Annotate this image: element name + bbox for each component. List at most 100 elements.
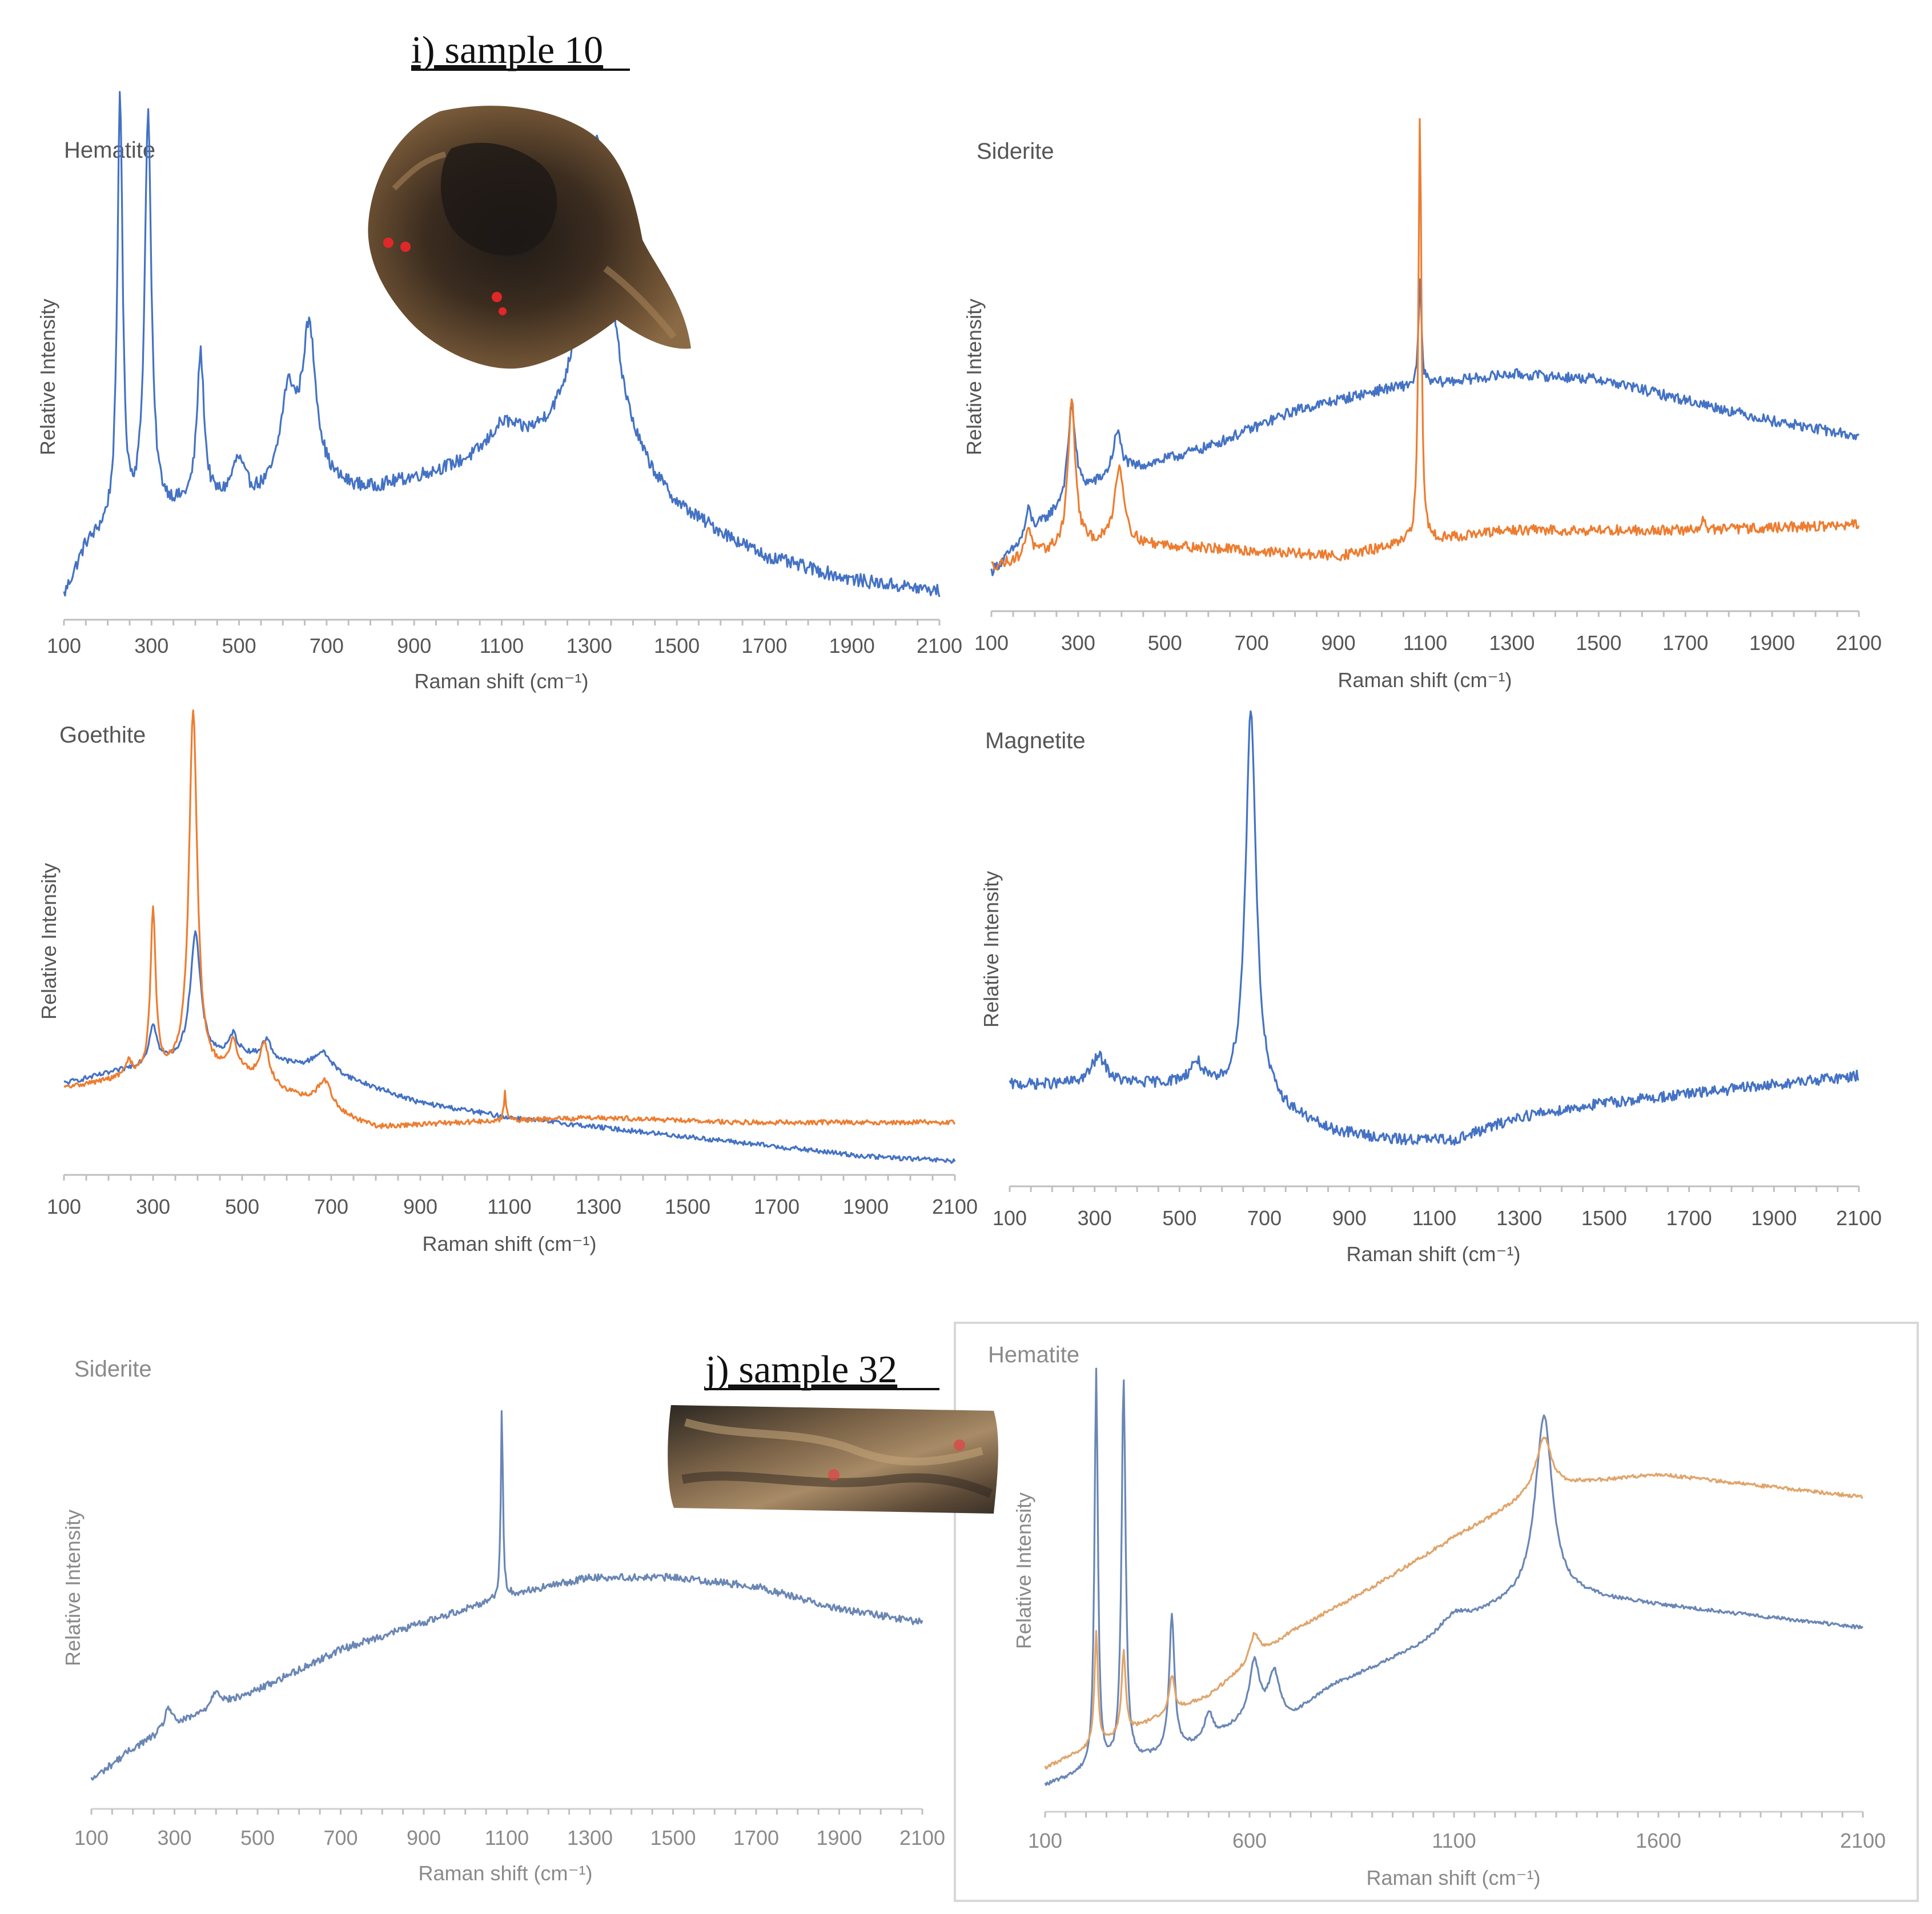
x-tick-label: 300 — [1078, 1206, 1112, 1230]
chart-title: Hematite — [988, 1342, 1079, 1367]
y-axis-label: Relative Intensity — [962, 299, 986, 455]
chart-siderite-sample32: Siderite Relative Intensity 100 300 500 700… — [61, 1357, 945, 1885]
series-line-2 — [991, 118, 1860, 571]
x-axis-label: Raman shift (cm⁻¹) — [422, 1232, 596, 1255]
y-axis-label: Relative Intensity — [61, 1510, 85, 1666]
x-tick-label: 1100 — [480, 634, 524, 657]
x-tick-label: 1600 — [1636, 1829, 1681, 1852]
x-axis-label: Raman shift (cm⁻¹) — [414, 669, 588, 693]
plot-area — [1009, 710, 1859, 1146]
x-tick-label: 100 — [74, 1826, 109, 1849]
x-tick-label: 300 — [136, 1195, 170, 1218]
x-tick-label: 1900 — [816, 1826, 862, 1849]
x-tick-label: 500 — [225, 1195, 259, 1218]
chart-title: Goethite — [59, 723, 146, 748]
x-tick-label: 900 — [1332, 1206, 1367, 1230]
x-axis-label: Raman shift (cm⁻¹) — [1346, 1242, 1520, 1266]
chart-magnetite: Magnetite Relative Intensity 100 300 500 70… — [979, 710, 1882, 1266]
x-tick-label: 2100 — [1840, 1829, 1886, 1852]
x-tick-labels: 100 300 500 700 900 1100 1300 1500 1700 1900 2100 — [47, 1195, 978, 1218]
series-line-1 — [63, 91, 941, 597]
x-tick-label: 900 — [1322, 631, 1356, 655]
x-tick-label: 1900 — [1751, 1206, 1797, 1230]
plot-area — [1044, 1367, 1863, 1786]
x-axis-label: Raman shift (cm⁻¹) — [1366, 1866, 1540, 1889]
x-tick-label: 100 — [993, 1206, 1027, 1230]
x-tick-label: 700 — [1247, 1206, 1282, 1230]
chart-siderite-sample10: Siderite Relative Intensity 100 300 500 700… — [962, 118, 1882, 692]
x-tick-label: 600 — [1232, 1829, 1267, 1852]
series-line-1 — [990, 278, 1860, 576]
x-tick-label: 500 — [1162, 1206, 1196, 1230]
x-tick-label: 1700 — [733, 1826, 779, 1849]
chart-title: Siderite — [74, 1357, 152, 1382]
x-tick-label: 700 — [310, 634, 344, 657]
plot-area — [990, 118, 1860, 576]
chart-title: Magnetite — [985, 728, 1086, 753]
x-tick-label: 1500 — [650, 1826, 696, 1849]
chart-title: Siderite — [977, 139, 1054, 164]
x-tick-label: 300 — [1061, 631, 1095, 655]
x-tick-label: 500 — [240, 1826, 275, 1849]
y-axis-label: Relative Intensity — [1012, 1492, 1035, 1649]
y-axis-label: Relative Intensity — [36, 299, 59, 455]
x-tick-label: 100 — [974, 631, 1009, 655]
x-tick-label: 1100 — [1412, 1206, 1456, 1230]
x-tick-label: 1300 — [567, 1826, 613, 1849]
series-line-2 — [63, 709, 956, 1129]
chart-frame — [954, 1322, 1919, 1902]
series-line-1 — [63, 930, 956, 1164]
y-axis-label: Relative Intensity — [979, 871, 1003, 1028]
x-tick-labels: 100 300 500 700 900 1100 1300 1500 1700 1900 2100 — [74, 1826, 945, 1849]
x-tick-label: 1700 — [754, 1195, 800, 1218]
x-tick-label: 1100 — [1403, 631, 1447, 655]
x-tick-label: 2100 — [1836, 631, 1882, 655]
x-tick-label: 1700 — [1666, 1206, 1712, 1230]
x-tick-label: 1500 — [1581, 1206, 1627, 1230]
x-tick-label: 300 — [134, 634, 168, 657]
x-tick-label: 1100 — [485, 1826, 529, 1849]
x-tick-label: 1500 — [665, 1195, 710, 1218]
x-tick-label: 300 — [157, 1826, 191, 1849]
x-ticks — [90, 1809, 923, 1815]
x-tick-label: 1900 — [843, 1195, 889, 1218]
x-tick-labels: 100 300 500 700 900 1100 1300 1500 1700 1900 2100 — [47, 634, 962, 657]
x-tick-labels: 100 300 500 700 900 1100 1300 1500 1700 1900 2100 — [974, 631, 1882, 655]
x-tick-label: 700 — [323, 1826, 358, 1849]
plot-area — [63, 709, 956, 1164]
x-tick-label: 2100 — [917, 634, 962, 657]
series-line-1 — [1009, 710, 1859, 1146]
series-line-1 — [90, 1410, 923, 1781]
x-tick-label: 700 — [1235, 631, 1269, 655]
x-tick-label: 900 — [407, 1826, 441, 1849]
x-tick-label: 2100 — [1836, 1206, 1882, 1230]
rock-sample-photo-i — [368, 106, 691, 369]
x-tick-label: 1700 — [741, 634, 787, 657]
x-tick-label: 900 — [403, 1195, 437, 1218]
series-line-1 — [1044, 1367, 1863, 1786]
chart-goethite: Goethite Relative Intensity 100 300 500 700… — [37, 709, 978, 1255]
x-tick-label: 1500 — [1576, 631, 1621, 655]
chart-title: Hematite — [64, 138, 155, 163]
x-tick-label: 1900 — [1749, 631, 1795, 655]
chart-hematite-sample32: Hematite Relative Intensity 100 600 1100 16… — [988, 1342, 1886, 1889]
x-tick-label: 100 — [1028, 1829, 1062, 1852]
x-tick-labels: 100 300 500 700 900 1100 1300 1500 1700 1900 2100 — [993, 1206, 1882, 1230]
x-tick-label: 100 — [47, 634, 81, 657]
x-ticks — [1044, 1812, 1864, 1817]
x-tick-label: 1300 — [1489, 631, 1535, 655]
x-tick-label: 2100 — [899, 1826, 945, 1849]
x-ticks — [63, 620, 941, 625]
x-axis-label: Raman shift (cm⁻¹) — [1337, 668, 1512, 692]
x-tick-label: 900 — [397, 634, 431, 657]
chart-hematite-sample10: Hematite Relative Intensity 100 300 500 700… — [36, 91, 962, 693]
x-tick-label: 1700 — [1662, 631, 1708, 655]
plot-area — [90, 1410, 923, 1781]
x-tick-label: 1300 — [1496, 1206, 1542, 1230]
sample-label-j: j) sample 32 — [704, 1347, 897, 1391]
x-tick-label: 500 — [1148, 631, 1182, 655]
x-tick-label: 1100 — [1432, 1829, 1476, 1852]
x-tick-label: 700 — [314, 1195, 348, 1218]
x-tick-label: 1100 — [487, 1195, 531, 1218]
